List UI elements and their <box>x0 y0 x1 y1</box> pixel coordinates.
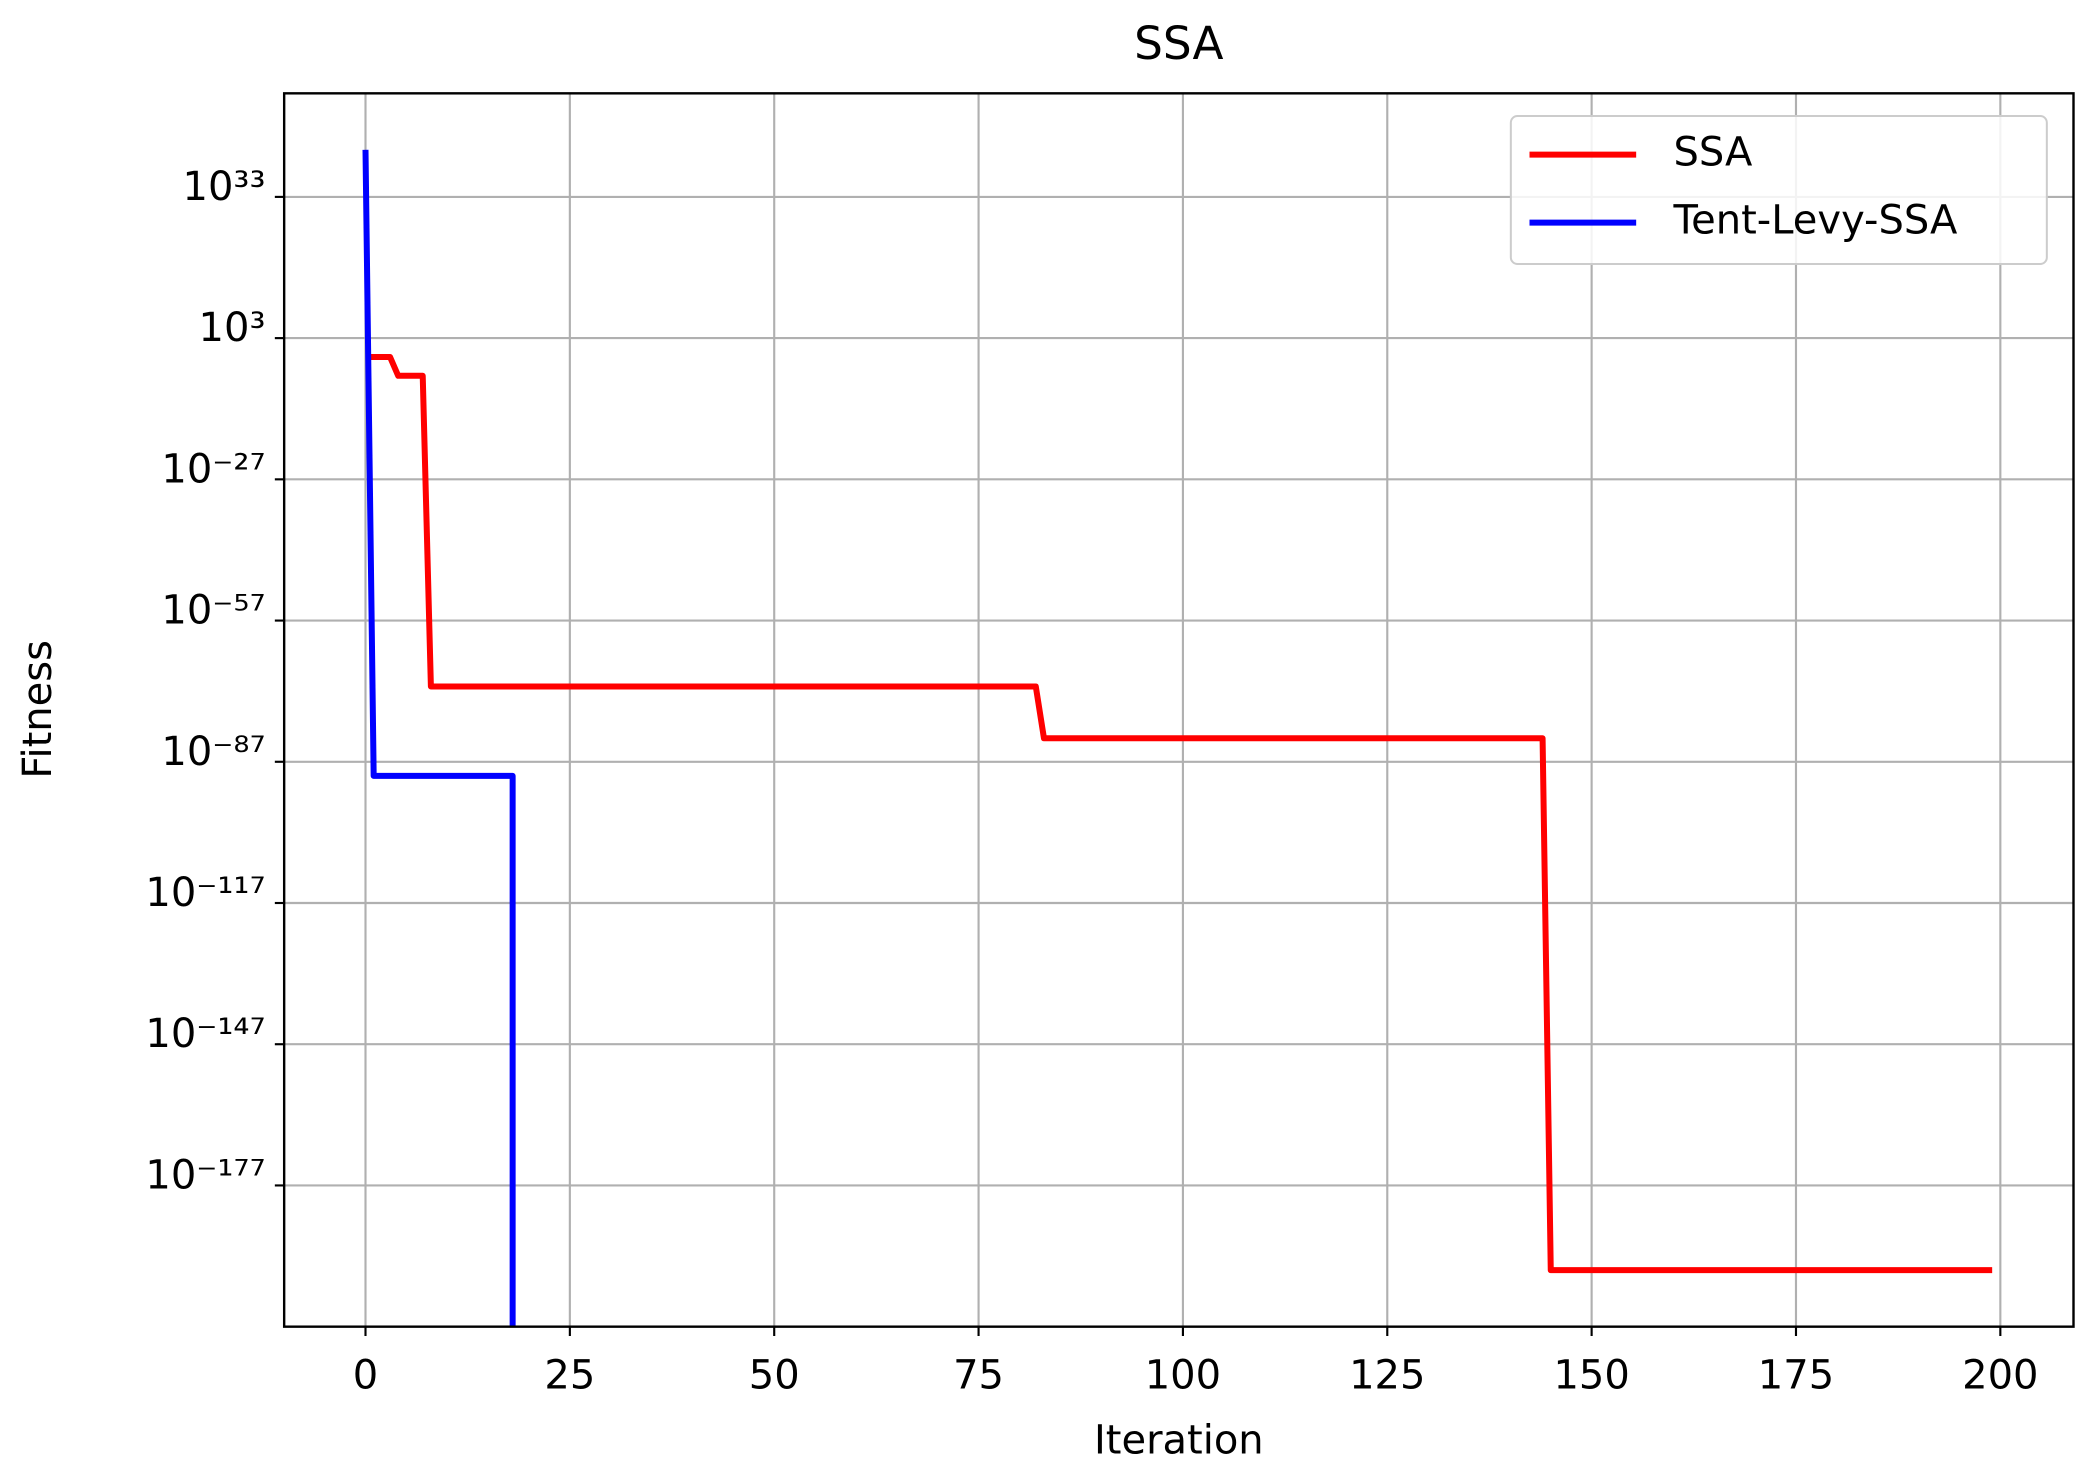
legend-label: Tent-Levy-SSA <box>1673 198 1959 244</box>
x-tick-label: 175 <box>1758 1352 1834 1398</box>
legend-label: SSA <box>1674 130 1754 176</box>
x-axis-label: Iteration <box>1094 1418 1264 1464</box>
y-axis-label: Fitness <box>15 640 61 779</box>
y-tick-label: 10⁻⁵⁷ <box>161 588 265 634</box>
legend-box <box>1509 115 2048 265</box>
legend: SSA Tent-Levy-SSA <box>1509 115 2048 265</box>
x-tick-label: 50 <box>749 1352 800 1398</box>
y-tick-label: 10⁻¹⁴⁷ <box>145 1011 265 1057</box>
y-tick-label: 10⁻⁸⁷ <box>161 729 265 775</box>
x-tick-label: 150 <box>1553 1352 1629 1398</box>
y-tick-label: 10³ <box>199 305 266 351</box>
x-tick-label: 75 <box>953 1352 1004 1398</box>
y-tick-label: 10³³ <box>183 164 266 210</box>
y-tick-label: 10⁻¹¹⁷ <box>145 870 265 916</box>
axes-frame <box>282 92 2075 1328</box>
chart-title: SSA <box>1134 17 1223 70</box>
y-tick-label: 10⁻²⁷ <box>161 446 265 492</box>
x-tick-label: 0 <box>353 1352 378 1398</box>
plot-area <box>362 149 1993 1327</box>
y-tick-label: 10⁻¹⁷⁷ <box>145 1152 265 1198</box>
series-line <box>362 149 516 1327</box>
series-line <box>365 353 1993 1274</box>
x-tick-label: 125 <box>1349 1352 1425 1398</box>
x-tick-label: 25 <box>544 1352 595 1398</box>
grid <box>284 93 2074 1327</box>
x-tick-label: 100 <box>1145 1352 1221 1398</box>
x-tick-label: 200 <box>1962 1352 2038 1398</box>
